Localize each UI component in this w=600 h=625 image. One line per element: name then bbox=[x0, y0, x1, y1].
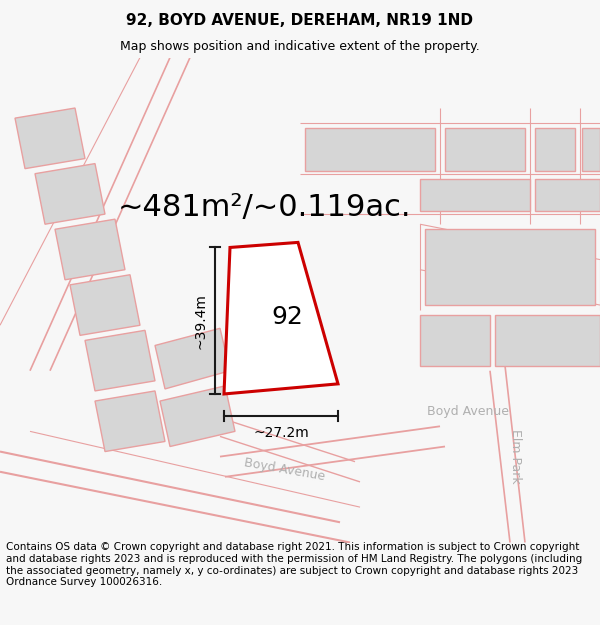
Polygon shape bbox=[535, 179, 600, 211]
Polygon shape bbox=[445, 128, 525, 171]
Text: ~481m²/~0.119ac.: ~481m²/~0.119ac. bbox=[118, 192, 412, 221]
Polygon shape bbox=[305, 128, 435, 171]
Text: Boyd Avenue: Boyd Avenue bbox=[427, 404, 509, 418]
Polygon shape bbox=[535, 128, 575, 171]
Polygon shape bbox=[425, 229, 595, 305]
Polygon shape bbox=[95, 391, 165, 452]
Polygon shape bbox=[70, 275, 140, 336]
Polygon shape bbox=[15, 108, 85, 169]
Text: Elm Park: Elm Park bbox=[509, 429, 521, 484]
Text: Boyd Avenue: Boyd Avenue bbox=[244, 456, 326, 483]
Polygon shape bbox=[495, 315, 600, 366]
Text: ~27.2m: ~27.2m bbox=[253, 426, 309, 440]
Polygon shape bbox=[85, 330, 155, 391]
Polygon shape bbox=[582, 128, 600, 171]
Polygon shape bbox=[224, 242, 338, 394]
Polygon shape bbox=[35, 164, 105, 224]
Polygon shape bbox=[160, 386, 235, 446]
Polygon shape bbox=[55, 219, 125, 280]
Text: Map shows position and indicative extent of the property.: Map shows position and indicative extent… bbox=[120, 40, 480, 53]
Text: 92, BOYD AVENUE, DEREHAM, NR19 1ND: 92, BOYD AVENUE, DEREHAM, NR19 1ND bbox=[127, 12, 473, 28]
Text: Contains OS data © Crown copyright and database right 2021. This information is : Contains OS data © Crown copyright and d… bbox=[6, 542, 582, 588]
Polygon shape bbox=[155, 328, 230, 389]
Text: ~39.4m: ~39.4m bbox=[193, 292, 207, 349]
Polygon shape bbox=[420, 315, 490, 366]
Polygon shape bbox=[420, 179, 530, 211]
Text: 92: 92 bbox=[272, 305, 304, 329]
